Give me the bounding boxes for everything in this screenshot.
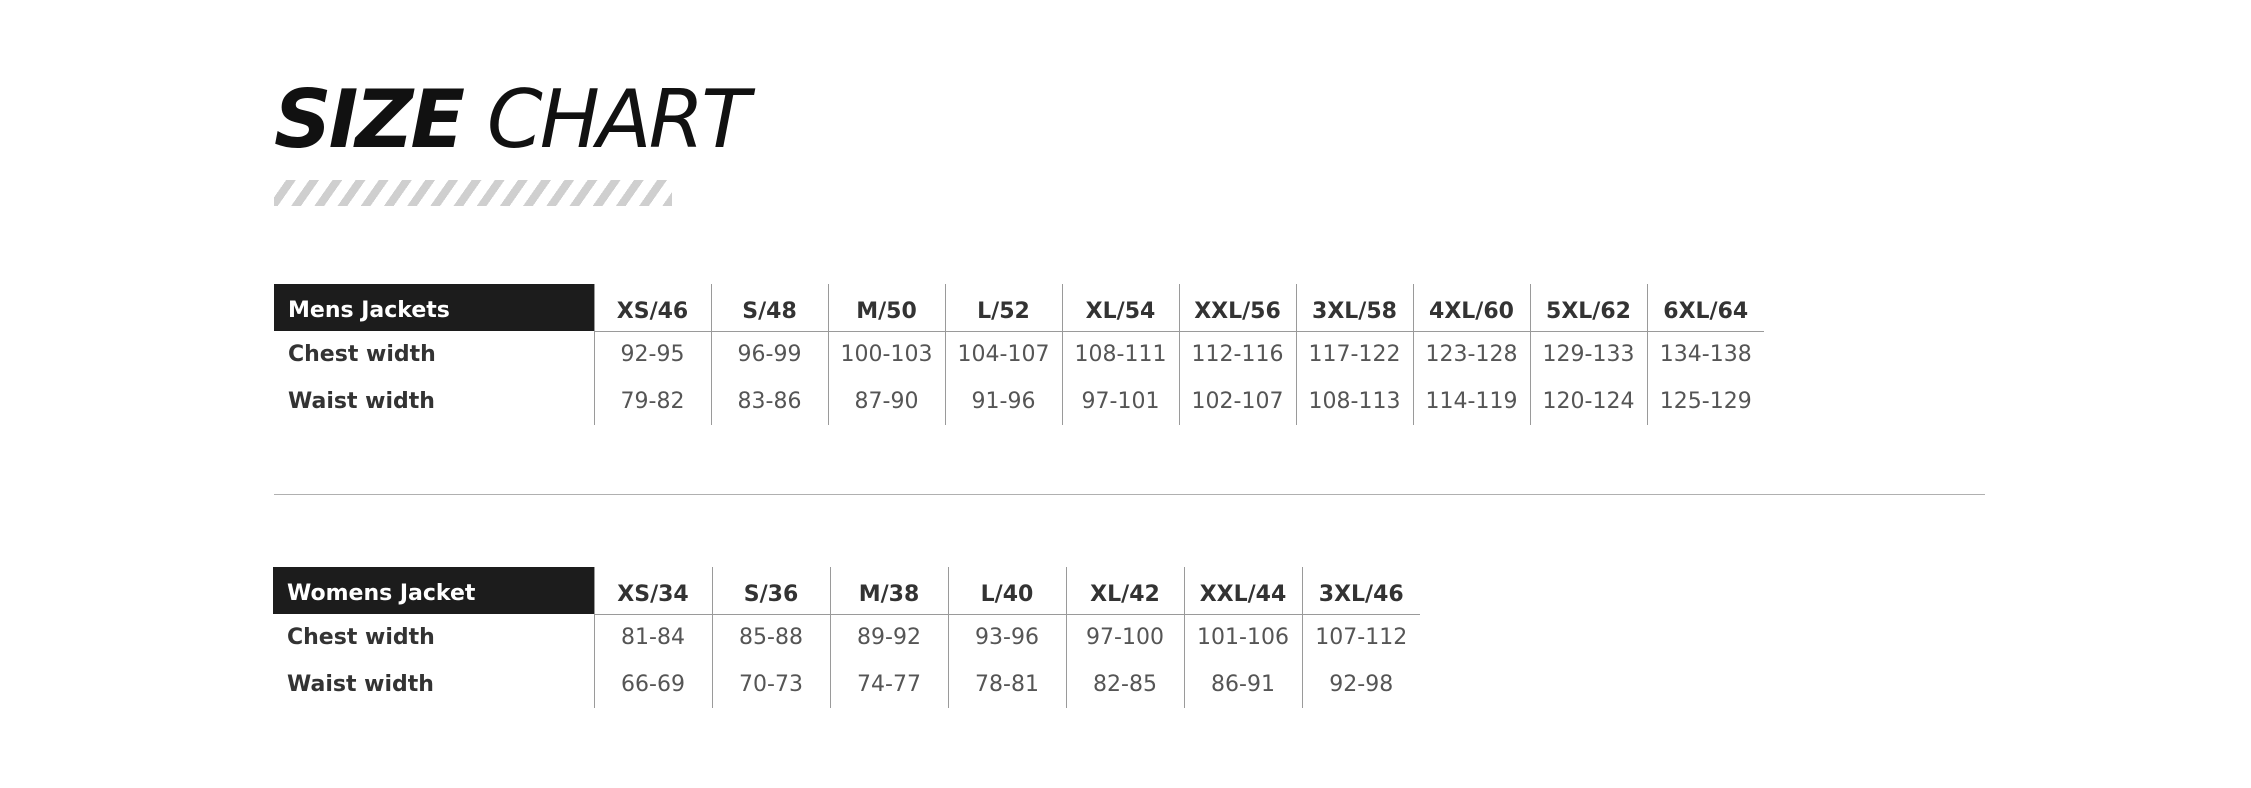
table-cell: 114-119: [1412, 378, 1530, 425]
table-cell: 97-100: [1065, 614, 1184, 661]
table-cell: 81-84: [593, 614, 712, 661]
size-header: XS/46: [593, 284, 711, 332]
mens-table-label: Mens Jackets: [274, 284, 594, 331]
mens-header-row: Mens Jackets XS/46 S/48 M/50 L/52 XL/54 …: [274, 284, 1764, 332]
table-cell: 112-116: [1178, 331, 1296, 378]
table-cell: 107-112: [1301, 614, 1420, 661]
table-cell: 86-91: [1183, 661, 1302, 708]
table-cell: 78-81: [947, 661, 1066, 708]
table-cell: 70-73: [711, 661, 830, 708]
size-header: L/52: [944, 284, 1062, 332]
size-header: M/38: [829, 567, 948, 615]
table-cell: 123-128: [1412, 331, 1530, 378]
size-header: S/36: [711, 567, 830, 615]
page-title: SIZE CHART: [274, 70, 750, 170]
womens-header-row: Womens Jacket XS/34 S/36 M/38 L/40 XL/42…: [273, 567, 1420, 615]
title-bold: SIZE: [274, 73, 465, 166]
table-cell: 92-98: [1301, 661, 1420, 708]
table-cell: 108-111: [1061, 331, 1179, 378]
table-row: Waist width 79-82 83-86 87-90 91-96 97-1…: [274, 378, 1764, 425]
table-cell: 100-103: [827, 331, 945, 378]
table-cell: 82-85: [1065, 661, 1184, 708]
table-cell: 89-92: [829, 614, 948, 661]
row-label: Chest width: [287, 625, 435, 650]
size-header: 3XL/58: [1295, 284, 1413, 332]
table-cell: 87-90: [827, 378, 945, 425]
table-cell: 125-129: [1646, 378, 1764, 425]
table-row: Chest width 81-84 85-88 89-92 93-96 97-1…: [273, 614, 1420, 661]
table-cell: 93-96: [947, 614, 1066, 661]
size-header: 6XL/64: [1646, 284, 1764, 332]
womens-table-label: Womens Jacket: [273, 567, 594, 614]
size-header: L/40: [947, 567, 1066, 615]
table-cell: 92-95: [593, 331, 711, 378]
womens-jacket-table: Womens Jacket XS/34 S/36 M/38 L/40 XL/42…: [273, 567, 1420, 708]
table-cell: 120-124: [1529, 378, 1647, 425]
size-header: XL/54: [1061, 284, 1179, 332]
row-label: Waist width: [287, 672, 434, 697]
row-label: Chest width: [288, 342, 436, 367]
table-cell: 101-106: [1183, 614, 1302, 661]
table-cell: 85-88: [711, 614, 830, 661]
size-header: 5XL/62: [1529, 284, 1647, 332]
table-cell: 97-101: [1061, 378, 1179, 425]
table-row: Chest width 92-95 96-99 100-103 104-107 …: [274, 331, 1764, 378]
size-header: 4XL/60: [1412, 284, 1530, 332]
table-cell: 79-82: [593, 378, 711, 425]
table-cell: 66-69: [593, 661, 712, 708]
size-header: XXL/56: [1178, 284, 1296, 332]
table-cell: 134-138: [1646, 331, 1764, 378]
mens-jackets-table: Mens Jackets XS/46 S/48 M/50 L/52 XL/54 …: [274, 284, 1764, 425]
table-cell: 96-99: [710, 331, 828, 378]
size-header: M/50: [827, 284, 945, 332]
decorative-stripes: [274, 180, 672, 206]
table-cell: 91-96: [944, 378, 1062, 425]
row-label: Waist width: [288, 389, 435, 414]
table-cell: 104-107: [944, 331, 1062, 378]
table-cell: 129-133: [1529, 331, 1647, 378]
table-cell: 108-113: [1295, 378, 1413, 425]
table-cell: 74-77: [829, 661, 948, 708]
table-cell: 83-86: [710, 378, 828, 425]
table-cell: 102-107: [1178, 378, 1296, 425]
table-cell: 117-122: [1295, 331, 1413, 378]
size-header: XS/34: [593, 567, 712, 615]
title-normal: CHART: [486, 73, 750, 166]
size-header: 3XL/46: [1301, 567, 1420, 615]
size-header: S/48: [710, 284, 828, 332]
size-header: XL/42: [1065, 567, 1184, 615]
table-row: Waist width 66-69 70-73 74-77 78-81 82-8…: [273, 661, 1420, 708]
section-divider: [274, 494, 1985, 495]
size-header: XXL/44: [1183, 567, 1302, 615]
